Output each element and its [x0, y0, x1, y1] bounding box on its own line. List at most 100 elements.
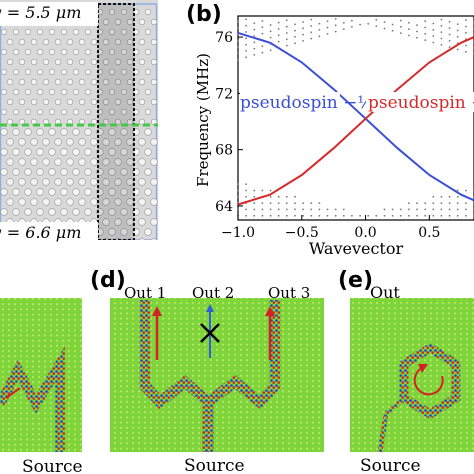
lattice-hole-102 — [138, 78, 146, 86]
lattice-hole-46 — [90, 38, 98, 46]
bulk-band-dot-119 — [351, 26, 353, 28]
bulk-band-dot-11 — [237, 27, 239, 29]
lattice-hole-127 — [126, 98, 134, 106]
lattice-hole-83 — [60, 68, 68, 76]
bulk-band-dot-63 — [277, 40, 280, 43]
bulk-band-dot-170 — [440, 202, 443, 205]
lattice-hole-181 — [150, 138, 158, 146]
bulk-band-dot-190 — [456, 189, 459, 192]
bulk-band-dot-183 — [448, 33, 451, 36]
lattice-hole-125 — [102, 98, 110, 106]
bulk-band-dot-68 — [285, 208, 288, 211]
lattice-hole-95 — [54, 78, 62, 86]
bulk-band-dot-162 — [432, 202, 435, 205]
lattice-hole-188 — [72, 148, 80, 156]
lattice-hole-9 — [108, 8, 116, 16]
lattice-hole-217 — [108, 168, 116, 176]
lattice-hole-25 — [150, 18, 158, 26]
out1-label: Out 1 — [124, 284, 166, 302]
bulk-band-dot-58 — [277, 214, 280, 217]
lattice-hole-54 — [24, 48, 32, 56]
lattice-hole-229 — [102, 178, 110, 186]
lattice-hole-12 — [144, 8, 152, 16]
lattice-hole-81 — [36, 68, 44, 76]
red-band-curve — [237, 36, 474, 206]
lattice-hole-68 — [42, 58, 50, 66]
lattice-hole-189 — [84, 148, 92, 156]
lattice-hole-107 — [36, 88, 44, 96]
panel-c-arrow — [5, 387, 21, 399]
lattice-hole-205 — [126, 158, 134, 166]
x-axis-label: Wavevector — [309, 239, 404, 258]
bulk-band-dot-171 — [440, 195, 443, 198]
bulk-band-dot-45 — [261, 32, 264, 35]
lattice-hole-100 — [114, 78, 122, 86]
bulk-band-dot-98 — [318, 214, 321, 217]
lattice-hole-201 — [78, 158, 86, 166]
bulk-band-dot-146 — [408, 21, 410, 24]
lattice-hole-29 — [36, 28, 44, 36]
lattice-hole-58 — [72, 48, 80, 56]
bulk-band-dot-135 — [391, 23, 394, 26]
bulk-band-dot-33 — [253, 41, 256, 44]
bulk-band-dot-16 — [245, 195, 247, 198]
bulk-band-dot-121 — [359, 214, 361, 217]
lattice-hole-200 — [66, 158, 74, 166]
bulk-band-dot-138 — [399, 32, 402, 34]
bulk-band-dot-82 — [294, 29, 296, 32]
lattice-hole-233 — [150, 178, 158, 186]
bulk-band-dot-165 — [432, 35, 435, 37]
bulk-band-dot-38 — [261, 208, 264, 211]
bulk-band-dot-95 — [310, 31, 313, 34]
bulk-band-dot-87 — [302, 40, 304, 42]
panel-d-wave-path — [139, 300, 281, 452]
bulk-band-dot-109 — [334, 214, 337, 217]
bulk-band-dot-66 — [277, 21, 280, 24]
lattice-hole-61 — [108, 48, 116, 56]
bulk-band-dot-186 — [456, 214, 459, 217]
lattice-hole-84 — [72, 68, 80, 76]
bulk-band-dot-155 — [424, 202, 427, 205]
lattice-hole-258 — [138, 198, 146, 206]
bulk-band-dot-161 — [432, 208, 435, 211]
bulk-band-dot-49 — [269, 208, 272, 211]
lattice-hole-178 — [114, 138, 122, 146]
red-series-label: pseudospin − — [368, 93, 474, 113]
lattice-hole-212 — [48, 168, 56, 176]
lattice-hole-74 — [114, 58, 122, 66]
bulk-band-dot-182 — [448, 39, 451, 42]
lattice-hole-221 — [6, 178, 14, 186]
bulk-band-dot-22 — [245, 37, 247, 40]
bulk-band-dot-46 — [261, 26, 264, 29]
bulk-band-dot-204 — [465, 31, 467, 34]
lattice-hole-156 — [0, 128, 8, 136]
bulk-band-dot-12 — [237, 20, 239, 23]
out1-arrowhead — [152, 306, 162, 316]
lattice-hole-173 — [54, 138, 62, 146]
lattice-hole-27 — [12, 28, 20, 36]
lattice-hole-57 — [60, 48, 68, 56]
lattice-hole-250 — [42, 198, 50, 206]
lattice-hole-251 — [54, 198, 62, 206]
bulk-band-dot-187 — [456, 208, 459, 211]
lattice-hole-109 — [60, 88, 68, 96]
lattice-hole-182 — [0, 148, 8, 156]
lattice-hole-106 — [24, 88, 32, 96]
bulk-band-dot-178 — [448, 208, 451, 211]
lattice-hole-247 — [6, 198, 14, 206]
panel-c-wave-path — [0, 345, 65, 452]
bulk-band-dot-41 — [261, 189, 264, 192]
panel-c-source-label: Source — [22, 457, 83, 474]
lattice-hole-269 — [108, 208, 116, 216]
bulk-band-dot-85 — [302, 208, 304, 211]
bottom-width-text: w = 6.6 μm — [0, 223, 82, 242]
lattice-hole-69 — [54, 58, 62, 66]
bulk-band-dot-102 — [318, 29, 321, 31]
panel-e-source-label: Source — [360, 456, 421, 474]
bulk-band-dot-18 — [245, 183, 247, 186]
lattice-hole-285 — [150, 218, 158, 226]
lattice-hole-40 — [18, 38, 26, 46]
bulk-band-dot-84 — [302, 214, 304, 217]
bulk-band-dot-77 — [294, 208, 296, 211]
lattice-hole-64 — [144, 48, 152, 56]
